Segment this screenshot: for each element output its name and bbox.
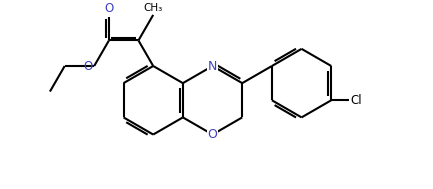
Text: Cl: Cl [350, 94, 362, 107]
Text: O: O [207, 128, 217, 141]
Text: O: O [83, 60, 92, 73]
Text: CH₃: CH₃ [144, 2, 163, 12]
Text: O: O [104, 2, 113, 15]
Text: N: N [208, 60, 217, 73]
